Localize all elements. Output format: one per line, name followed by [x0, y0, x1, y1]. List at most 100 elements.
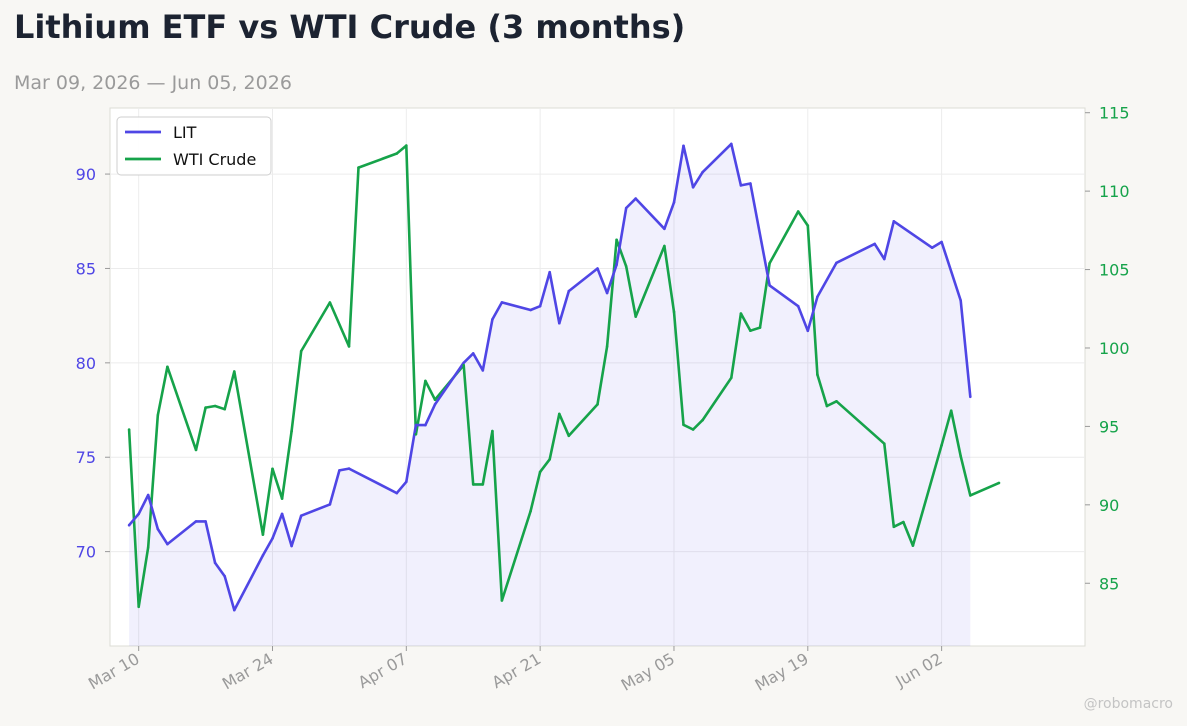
y-left-tick-label: 85: [76, 259, 96, 278]
lit-point: [290, 544, 293, 548]
lit-point: [930, 246, 934, 249]
lit-point: [166, 542, 169, 546]
lit-point: [299, 514, 303, 517]
wti-crude-point: [567, 434, 571, 438]
lit-point: [471, 352, 475, 355]
y-left-tick-label: 75: [76, 448, 96, 467]
wti-crude-point: [290, 429, 293, 433]
lit-point: [558, 321, 561, 325]
wti-crude-point: [424, 379, 427, 383]
lit-point: [605, 291, 609, 295]
watermark: @robomacro: [1083, 696, 1173, 712]
wti-crude-point: [749, 329, 752, 333]
lit-point: [433, 403, 437, 406]
lit-point: [548, 270, 551, 274]
wti-crude-point: [213, 404, 217, 408]
lit-point: [959, 299, 962, 302]
lit-point: [500, 301, 504, 304]
wti-crude-point: [825, 404, 829, 408]
x-tick-label: Apr 07: [355, 649, 411, 692]
x-tick-label: May 05: [618, 649, 678, 695]
lit-point: [663, 227, 666, 231]
lit-point: [424, 423, 427, 427]
lit-point: [969, 395, 972, 399]
lit-point: [749, 182, 752, 185]
wti-crude-point: [615, 238, 618, 242]
wti-crude-point: [969, 494, 972, 497]
wti-crude-point: [146, 545, 150, 549]
lit-point: [768, 284, 771, 287]
lit-point: [233, 608, 236, 612]
legend-label: LIT: [173, 123, 197, 142]
wti-crude-point: [548, 458, 551, 461]
wti-crude-point: [395, 152, 399, 155]
wti-crude-point: [596, 403, 599, 406]
y-right-tick-label: 85: [1099, 574, 1119, 593]
wti-crude-point: [997, 481, 1001, 485]
wti-crude-point: [959, 454, 962, 458]
x-tick-label: Jun 02: [892, 649, 946, 691]
x-tick-label: Mar 10: [85, 649, 143, 693]
lit-point: [796, 304, 800, 308]
wti-crude-point: [672, 310, 676, 314]
lit-point: [806, 329, 810, 333]
lit-point: [529, 308, 532, 312]
wti-crude-point: [558, 412, 561, 416]
wti-crude-point: [634, 315, 637, 318]
chart-title: Lithium ETF vs WTI Crude (3 months): [14, 8, 686, 46]
wti-crude-point: [299, 349, 303, 353]
lit-point: [127, 523, 131, 527]
wti-crude-point: [605, 345, 609, 348]
wti-crude-point: [701, 418, 704, 422]
y-right-tick-label: 95: [1099, 417, 1119, 436]
wti-crude-point: [433, 398, 437, 402]
wti-crude-point: [414, 433, 418, 436]
wti-crude-point: [768, 262, 771, 265]
wti-crude-point: [481, 483, 485, 486]
chart-subtitle: Mar 09, 2026 — Jun 05, 2026: [14, 72, 292, 94]
wti-crude-point: [949, 409, 953, 413]
wti-crude-point: [624, 265, 628, 268]
lit-point: [395, 491, 399, 495]
y-left-tick-label: 70: [76, 543, 96, 562]
wti-crude-point: [137, 605, 140, 609]
lit-point: [682, 144, 685, 148]
wti-crude-point: [357, 166, 360, 169]
wti-crude-point: [261, 533, 265, 536]
wti-crude-point: [835, 400, 838, 403]
wti-crude-point: [758, 326, 762, 329]
lit-point: [223, 574, 226, 578]
y-right-tick-label: 100: [1099, 339, 1130, 358]
lit-point: [414, 423, 418, 427]
wti-crude-point: [204, 406, 207, 409]
lit-point: [328, 503, 332, 506]
wti-crude-point: [127, 428, 131, 431]
y-right-tick-label: 115: [1099, 104, 1130, 123]
lit-point: [481, 369, 485, 372]
wti-crude-point: [529, 509, 532, 513]
lit-point: [730, 142, 733, 146]
wti-crude-point: [166, 365, 169, 369]
wti-crude-point: [739, 312, 743, 315]
lit-point: [213, 561, 217, 565]
x-tick-label: Apr 21: [489, 649, 545, 692]
lit-point: [338, 469, 341, 472]
wti-crude-point: [883, 442, 886, 446]
wti-crude-point: [663, 244, 666, 248]
lit-point: [146, 493, 150, 497]
lit-point: [156, 527, 160, 531]
lit-line: [128, 142, 972, 612]
wti-crude-point: [233, 370, 236, 373]
wti-crude-point: [347, 345, 351, 348]
lit-point: [194, 520, 198, 523]
wti-crude-point: [405, 144, 408, 147]
lit-point: [940, 240, 943, 244]
wti-crude-point: [940, 443, 943, 447]
y-right-tick-label: 105: [1099, 261, 1130, 280]
lit-point: [624, 206, 628, 210]
lit-point: [615, 263, 618, 267]
lit-point: [672, 201, 676, 204]
y-left-tick-label: 90: [76, 165, 96, 184]
wti-crude-point: [194, 448, 198, 452]
